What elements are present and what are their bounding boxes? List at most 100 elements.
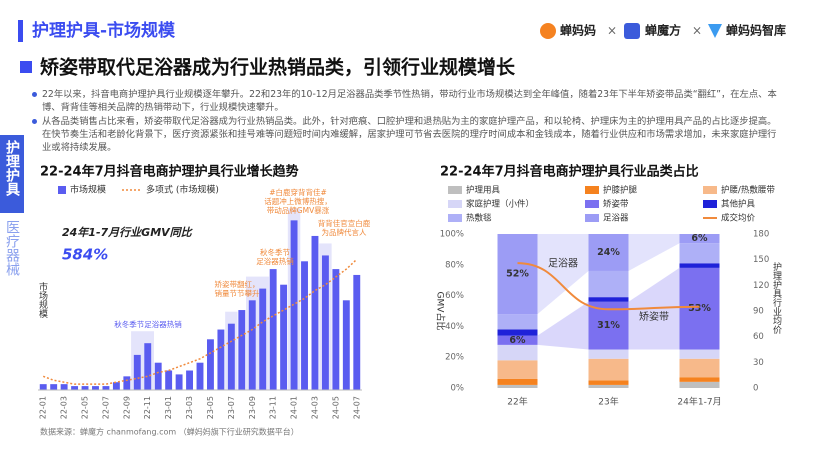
x-tick-label: 22年 — [507, 396, 527, 408]
x-tick-label: 22-07 — [101, 396, 110, 419]
bullet: 从各品类销售占比来看，矫姿带取代足浴器成为行业热销品类。此外，针对疤痕、口腔护理… — [30, 115, 782, 154]
annotation: 带动品牌GMV暴涨 — [267, 205, 330, 215]
x-tick-label: 23-03 — [185, 396, 194, 419]
callout-value: 584% — [62, 246, 108, 264]
bar — [259, 288, 267, 390]
logo-icon — [624, 23, 640, 39]
bar-segment — [497, 384, 538, 388]
annotation: 背背佳官宣白鹿 — [318, 218, 371, 228]
y2-tick-label: 180 — [753, 230, 769, 240]
bar — [39, 384, 47, 390]
y-axis-label: GMV占比 — [435, 292, 447, 331]
bar — [269, 269, 277, 390]
x-tick-label: 24年1-7月 — [677, 396, 721, 408]
x-tick-label: 24-01 — [290, 396, 299, 419]
legend-label: 市场规模 — [70, 184, 106, 196]
x-tick-label: 23-11 — [269, 396, 278, 419]
logo-icon — [708, 24, 722, 38]
legend-swatch — [448, 214, 462, 222]
y2-tick-label: 120 — [753, 281, 769, 291]
bar-segment — [497, 360, 538, 379]
separator: × — [692, 24, 702, 38]
bar — [301, 261, 308, 390]
legend-swatch — [703, 186, 717, 194]
bullets: 22年以来，抖音电商护理护具行业规模逐年攀升。22和23年的10-12月足浴器品… — [30, 88, 782, 155]
sidebar-tab[interactable]: 医疗器械 — [4, 220, 20, 276]
footer: 数据来源：蝉魔方 chanmofang.com （蝉妈妈旗下行业研究数据平台） — [40, 427, 299, 437]
bar — [112, 382, 120, 390]
bullet: 22年以来，抖音电商护理护具行业规模逐年攀升。22和23年的10-12月足浴器品… — [30, 88, 782, 114]
legend-label: 其他护具 — [721, 199, 756, 210]
legend-swatch — [703, 200, 717, 208]
bar — [71, 386, 79, 390]
bar-segment — [588, 380, 629, 385]
page-title: 护理护具-市场规模 — [32, 20, 176, 41]
bar — [133, 354, 141, 390]
bar-segment — [588, 358, 629, 381]
x-tick-label: 22-05 — [81, 396, 90, 419]
headline: 矫姿带取代足浴器成为行业热销品类，引领行业规模增长 — [40, 56, 516, 79]
bar — [154, 362, 162, 390]
x-tick-label: 22-11 — [143, 396, 152, 419]
flow-band — [537, 301, 589, 350]
value-label: 6% — [691, 233, 708, 244]
legend-label: 热敷毯 — [466, 213, 492, 224]
x-tick-label: 24-07 — [352, 396, 361, 419]
bar — [321, 255, 329, 390]
bar — [280, 284, 288, 390]
trend-line — [42, 258, 358, 385]
bar-segment — [497, 335, 538, 345]
title-bar — [18, 20, 23, 42]
y-axis-label: 市场规模 — [37, 281, 48, 319]
legend-label: 护理用具 — [466, 185, 501, 196]
bar-segment — [497, 329, 538, 336]
legend-label: 护膝护腿 — [603, 185, 638, 196]
legend-label: 足浴器 — [603, 213, 629, 224]
bar — [290, 220, 298, 390]
annotation: #白鹿穿背背佳# — [269, 187, 327, 197]
bar-segment — [679, 243, 720, 264]
legend-label: 成交均价 — [721, 213, 756, 224]
bar-segment — [588, 234, 629, 271]
bar — [196, 362, 204, 390]
x-tick-label: 23-07 — [227, 396, 236, 419]
annotation: 足浴器热销 — [256, 256, 294, 266]
bar-segment — [679, 358, 720, 378]
bar-segment — [679, 267, 720, 350]
bar-segment — [588, 270, 629, 298]
logo: 蝉魔方 — [645, 23, 681, 38]
headline-marker — [20, 61, 32, 73]
legend-swatch — [448, 186, 462, 194]
y-tick-label: 40% — [445, 322, 464, 332]
y-tick-label: 80% — [445, 260, 464, 270]
x-tick-label: 24-03 — [310, 396, 319, 419]
bar — [227, 323, 235, 390]
x-tick-label: 22-03 — [60, 396, 69, 419]
legend-swatch — [585, 214, 599, 222]
legend-label: 家庭护理（小件） — [466, 199, 534, 210]
bar-segment — [679, 263, 720, 268]
legend-swatch — [58, 186, 66, 194]
y-tick-label: 20% — [445, 353, 464, 363]
chart-title: 22-24年7月抖音电商护理护具行业品类占比 — [440, 164, 699, 180]
bar-segment — [588, 349, 629, 359]
x-tick-label: 23-01 — [164, 396, 173, 419]
annotation: 秋冬季节 — [260, 247, 290, 257]
bar — [217, 329, 225, 390]
logo: 蝉妈妈 — [560, 23, 596, 38]
legend-swatch — [585, 200, 599, 208]
bar — [165, 370, 173, 390]
y2-tick-label: 0 — [753, 384, 758, 394]
x-tick-label: 23年 — [598, 396, 618, 408]
sidebar-tab-active[interactable] — [0, 135, 24, 213]
legend-label: 矫姿带 — [603, 199, 629, 210]
annotation: 话题冲上微博热搜， — [264, 196, 332, 206]
y2-tick-label: 60 — [753, 332, 764, 342]
bar — [238, 310, 246, 390]
bar — [102, 386, 110, 390]
flow-band — [628, 234, 680, 271]
sidebar-tab[interactable]: 护理护具 — [4, 139, 21, 197]
price-line — [517, 262, 700, 311]
separator: × — [607, 24, 617, 38]
